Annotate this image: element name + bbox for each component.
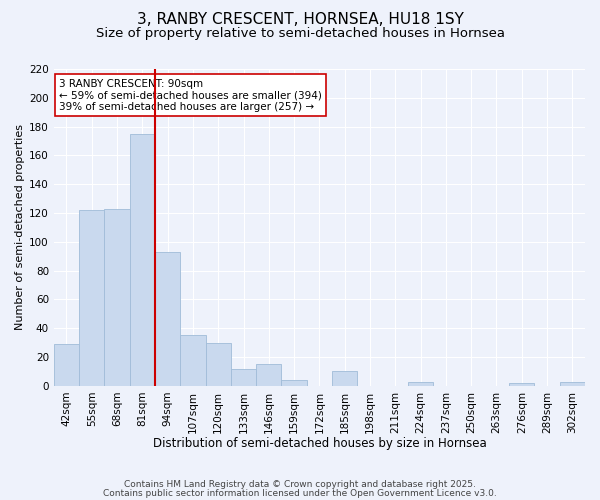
Text: Contains HM Land Registry data © Crown copyright and database right 2025.: Contains HM Land Registry data © Crown c…	[124, 480, 476, 489]
Text: Contains public sector information licensed under the Open Government Licence v3: Contains public sector information licen…	[103, 488, 497, 498]
Bar	[104, 208, 130, 386]
Text: Size of property relative to semi-detached houses in Hornsea: Size of property relative to semi-detach…	[95, 28, 505, 40]
Bar	[256, 364, 281, 386]
X-axis label: Distribution of semi-detached houses by size in Hornsea: Distribution of semi-detached houses by …	[152, 437, 486, 450]
Bar	[408, 382, 433, 386]
Bar	[54, 344, 79, 386]
Text: 3 RANBY CRESCENT: 90sqm
← 59% of semi-detached houses are smaller (394)
39% of s: 3 RANBY CRESCENT: 90sqm ← 59% of semi-de…	[59, 78, 322, 112]
Bar	[560, 382, 585, 386]
Bar	[509, 383, 535, 386]
Bar	[231, 368, 256, 386]
Bar	[206, 342, 231, 386]
Bar	[281, 380, 307, 386]
Bar	[332, 372, 358, 386]
Y-axis label: Number of semi-detached properties: Number of semi-detached properties	[15, 124, 25, 330]
Text: 3, RANBY CRESCENT, HORNSEA, HU18 1SY: 3, RANBY CRESCENT, HORNSEA, HU18 1SY	[137, 12, 463, 28]
Bar	[79, 210, 104, 386]
Bar	[180, 336, 206, 386]
Bar	[155, 252, 180, 386]
Bar	[130, 134, 155, 386]
